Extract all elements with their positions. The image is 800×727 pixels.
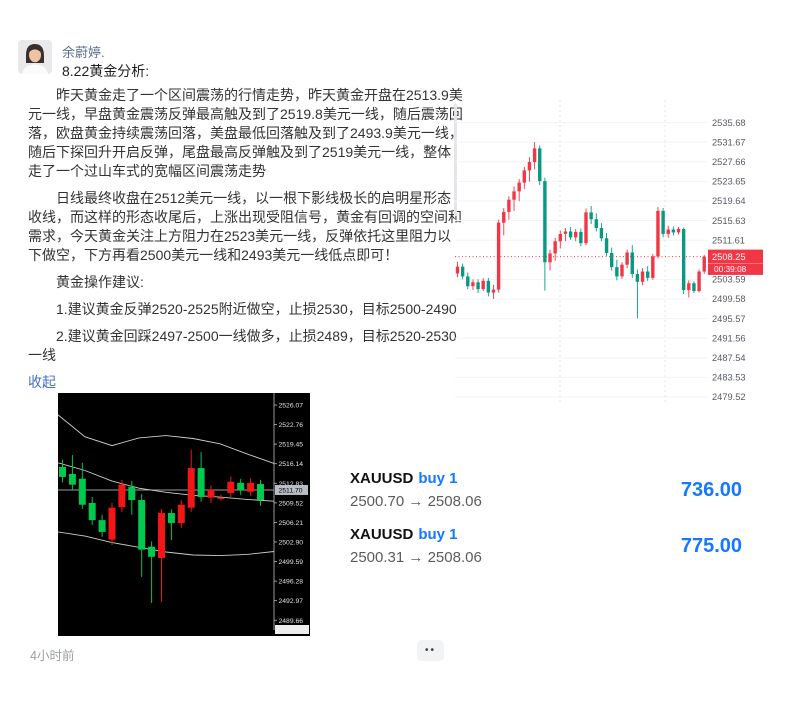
- trade-prices: 2500.31 → 2508.06: [350, 549, 482, 566]
- tv-chart-canvas: 2535.68 2531.67 2527.66 2523.65 2519.64 2515.…: [455, 100, 763, 402]
- svg-text:2496.28: 2496.28: [279, 579, 304, 586]
- open-price: 2500.70: [350, 493, 405, 510]
- mt4-chart-canvas: 2526.07 2522.76 2519.45 2516.14 2512.83 2509.…: [57, 393, 310, 636]
- svg-text:2519.64: 2519.64: [712, 196, 746, 206]
- svg-text:2515.63: 2515.63: [712, 216, 746, 226]
- trade-list: XAUUSD buy 1 2500.70 → 2508.06 736.00 XAU…: [350, 470, 742, 582]
- svg-text:2523.65: 2523.65: [712, 177, 746, 187]
- svg-text:2506.21: 2506.21: [279, 520, 304, 527]
- more-button[interactable]: ••: [417, 640, 444, 661]
- svg-text:2516.14: 2516.14: [279, 461, 304, 468]
- svg-text:2531.67: 2531.67: [712, 137, 746, 147]
- trade-prices: 2500.70 → 2508.06: [350, 493, 482, 510]
- post-title: 8.22黄金分析:: [62, 63, 150, 79]
- paragraph-advice-2: 2.建议黄金回踩2497-2500一线做多，止损2489，目标2520-2530…: [28, 328, 457, 363]
- svg-text:2499.59: 2499.59: [279, 559, 304, 566]
- svg-text:2522.76: 2522.76: [279, 422, 304, 429]
- svg-text:2489.66: 2489.66: [279, 618, 304, 625]
- trade-info: XAUUSD buy 1 2500.31 → 2508.06: [350, 526, 482, 566]
- svg-text:2503.59: 2503.59: [712, 275, 746, 285]
- paragraph-advice-heading: 黄金操作建议:: [56, 274, 144, 290]
- author-name[interactable]: 余蔚婷.: [62, 45, 105, 60]
- scrollbar-thumb[interactable]: [454, 104, 457, 216]
- open-price: 2500.31: [350, 549, 405, 566]
- svg-text:2492.97: 2492.97: [279, 598, 304, 605]
- close-price: 2508.06: [427, 493, 482, 510]
- trade-row: XAUUSD buy 1 2500.70 → 2508.06 736.00: [350, 470, 742, 510]
- trade-profit: 775.00: [680, 534, 742, 557]
- svg-text:2491.56: 2491.56: [712, 333, 746, 343]
- arrow-icon: →: [408, 493, 424, 510]
- paragraph-daily-analysis: 日线最终收盘在2512美元一线，以一根下影线极长的启明星形态收线，而这样的形态收…: [28, 190, 462, 263]
- svg-text:2502.90: 2502.90: [279, 539, 304, 546]
- svg-text:2479.52: 2479.52: [712, 392, 746, 402]
- post-content: 昨天黄金走了一个区间震荡的行情走势，昨天黄金开盘在2513.9美元一线，早盘黄金…: [28, 86, 465, 392]
- svg-text:2495.57: 2495.57: [712, 314, 746, 324]
- svg-text:2527.66: 2527.66: [712, 157, 746, 167]
- svg-text:00:39:08: 00:39:08: [714, 264, 747, 274]
- svg-text:2508.25: 2508.25: [712, 252, 746, 262]
- trade-side: buy 1: [418, 470, 458, 487]
- svg-text:2512.83: 2512.83: [279, 481, 304, 488]
- svg-text:2487.54: 2487.54: [712, 353, 746, 363]
- gold-candlestick-chart[interactable]: 2535.68 2531.67 2527.66 2523.65 2519.64 2515.…: [455, 100, 800, 402]
- trade-symbol: XAUUSD: [350, 526, 414, 543]
- svg-text:2511.61: 2511.61: [712, 235, 745, 245]
- svg-text:2535.68: 2535.68: [712, 118, 746, 128]
- avatar-image: [18, 40, 52, 74]
- avatar[interactable]: [18, 40, 52, 74]
- ellipsis-icon: ••: [424, 644, 436, 656]
- trade-row: XAUUSD buy 1 2500.31 → 2508.06 775.00: [350, 526, 742, 566]
- svg-text:2499.58: 2499.58: [712, 294, 746, 304]
- mt4-chart-image[interactable]: 2526.07 2522.76 2519.45 2516.14 2512.83 2509.…: [57, 393, 310, 636]
- trade-profit: 736.00: [680, 478, 742, 501]
- svg-text:2483.53: 2483.53: [712, 373, 746, 383]
- collapse-link[interactable]: 收起: [28, 374, 56, 390]
- trade-info: XAUUSD buy 1 2500.70 → 2508.06: [350, 470, 482, 510]
- svg-text:2511.70: 2511.70: [279, 488, 303, 495]
- close-price: 2508.06: [427, 549, 482, 566]
- paragraph-market-recap: 昨天黄金走了一个区间震荡的行情走势，昨天黄金开盘在2513.9美元一线，早盘黄金…: [28, 87, 463, 179]
- arrow-icon: →: [408, 549, 424, 566]
- svg-text:2526.07: 2526.07: [279, 403, 304, 410]
- timestamp: 4小时前: [30, 649, 75, 663]
- svg-text:2519.45: 2519.45: [279, 442, 304, 449]
- svg-text:2509.52: 2509.52: [279, 500, 304, 507]
- trade-symbol: XAUUSD: [350, 470, 414, 487]
- paragraph-advice-1: 1.建议黄金反弹2520-2525附近做空，止损2530，目标2500-2490: [56, 301, 457, 317]
- trade-side: buy 1: [418, 526, 458, 543]
